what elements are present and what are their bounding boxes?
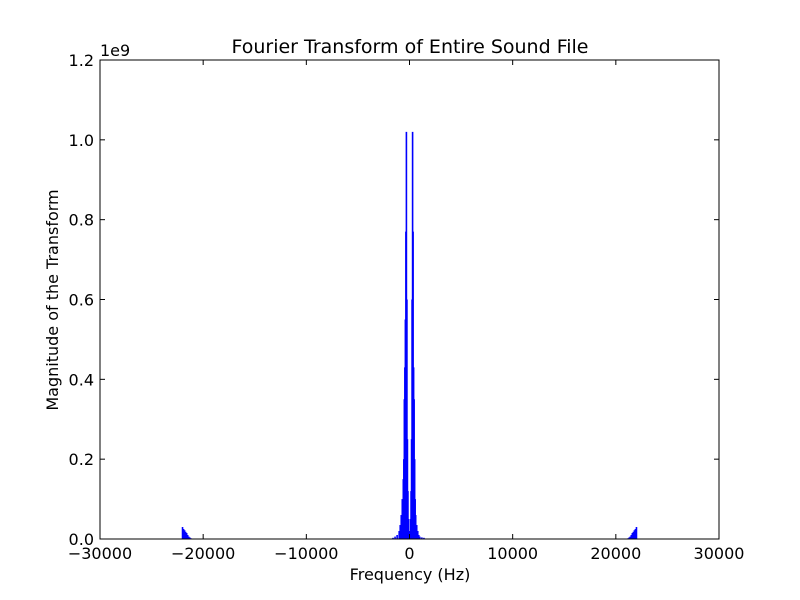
y-tick-label: 0.6 bbox=[69, 291, 94, 310]
y-tick-label: 1.0 bbox=[69, 131, 94, 150]
y-tick-label: 0.0 bbox=[69, 530, 94, 549]
x-tick-label: 0 bbox=[404, 544, 414, 563]
plot-series bbox=[181, 131, 638, 539]
y-axis-ticks: 0.0 0.2 0.4 0.6 0.8 1.0 1.2 bbox=[69, 51, 719, 549]
x-tick-label: −30000 bbox=[68, 544, 132, 563]
y-tick-label: 0.2 bbox=[69, 450, 94, 469]
x-tick-label: 20000 bbox=[590, 544, 641, 563]
chart-title: Fourier Transform of Entire Sound File bbox=[231, 36, 588, 58]
x-axis-ticks: −30000 −20000 −10000 0 10000 20000 30000 bbox=[68, 60, 745, 563]
y-axis-label: Magnitude of the Transform bbox=[43, 189, 62, 410]
x-tick-label: 30000 bbox=[694, 544, 745, 563]
y-tick-label: 0.8 bbox=[69, 211, 94, 230]
y-tick-label: 0.4 bbox=[69, 370, 94, 389]
x-tick-label: −20000 bbox=[171, 544, 235, 563]
x-axis-label: Frequency (Hz) bbox=[350, 565, 471, 584]
x-tick-label: 10000 bbox=[487, 544, 538, 563]
series-0 bbox=[181, 131, 638, 539]
y-tick-label: 1.2 bbox=[69, 51, 94, 70]
x-tick-label: −10000 bbox=[274, 544, 338, 563]
y-offset-label: 1e9 bbox=[100, 41, 130, 60]
plot-frame bbox=[99, 59, 720, 540]
